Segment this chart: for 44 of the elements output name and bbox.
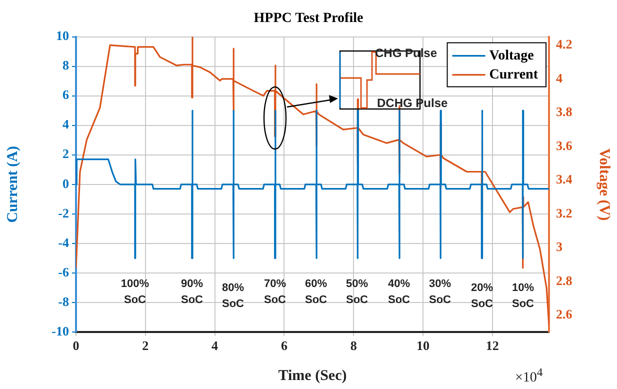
text: ×10$^{4}$ [515, 366, 543, 387]
annotation: 20% SoC [470, 281, 494, 312]
annotation: 30% SoC [428, 277, 452, 308]
y2-tick-label: 3.8 [556, 104, 573, 120]
annotation: 40% SoC [386, 277, 412, 308]
x-tick-label: 6 [280, 338, 288, 354]
x-axis-title: Time (Sec) [278, 368, 347, 384]
legend-label: Voltage [489, 48, 534, 64]
x-tick-label: 10 [416, 338, 430, 354]
y-tick-label: 6 [62, 87, 70, 102]
y-tick-label: -6 [58, 264, 70, 280]
x-tick-label: 12 [486, 338, 499, 354]
y-axis-title: Current (A) [4, 146, 21, 223]
y2-axis-title: Voltage (V) [596, 148, 612, 221]
annotation: 50% SoC [344, 277, 370, 308]
y-tick-label: 4 [62, 116, 70, 132]
annotation: 70% SoC [262, 277, 288, 308]
y-tick-label: 2 [62, 146, 69, 162]
legend-label: Current [489, 67, 538, 82]
x-tick-label: 0 [72, 338, 80, 354]
annotation: 100% SoC [120, 277, 150, 308]
annotation: 90% SoC [180, 277, 204, 308]
y-tick-label: -10 [52, 323, 69, 338]
y-tick-label: -4 [58, 234, 70, 250]
x-tick-label: 4 [212, 338, 219, 354]
y2-tick-label: 3.6 [556, 138, 573, 153]
annotation: 80% SoC [220, 281, 246, 312]
x-tick-label: 2 [142, 338, 149, 354]
annotation: 10% SoC [510, 281, 536, 312]
y-tick-label: 10 [56, 28, 69, 44]
annotation: 60% SoC [304, 277, 328, 308]
chart-title: HPPC Test Profile [254, 11, 364, 26]
y2-tick-label: 2.8 [556, 272, 573, 288]
y-tick-label: -8 [58, 294, 70, 309]
y-tick-label: -2 [58, 205, 69, 220]
y2-tick-label: 3 [556, 239, 563, 254]
y-tick-label: 8 [62, 58, 70, 73]
y2-tick-label: 3.2 [556, 205, 572, 220]
y2-tick-label: 4 [556, 70, 563, 86]
y2-tick-label: 3.4 [556, 172, 573, 187]
y-tick-label: 0 [62, 176, 69, 191]
y2-tick-label: 4.2 [556, 36, 572, 52]
y2-tick-label: 2.6 [556, 306, 573, 322]
x-tick-label: 8 [350, 338, 358, 354]
